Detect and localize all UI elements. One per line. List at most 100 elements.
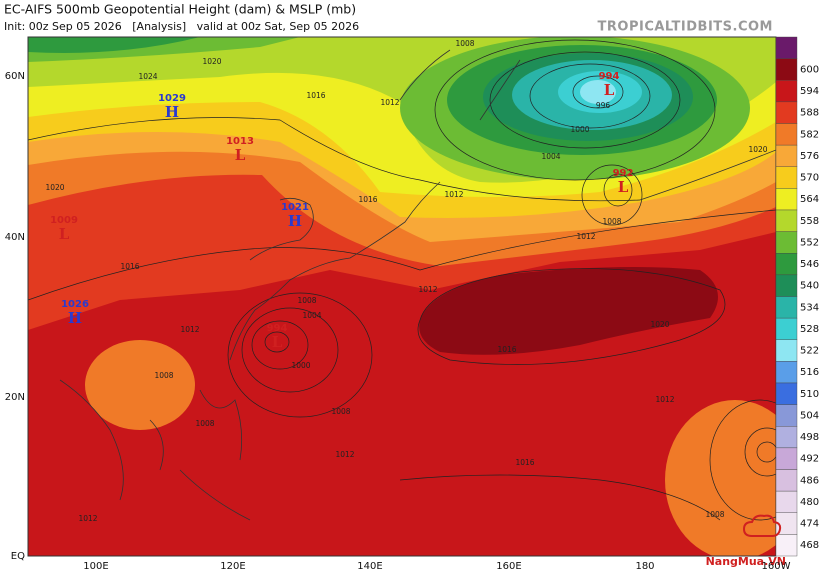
lat-label: EQ [11,551,25,562]
watermark: NangMua.VN [706,514,786,568]
isobar-label: 1000 [291,361,310,370]
colorbar-label: 540 [800,281,819,292]
isobar-label: 1008 [602,217,621,226]
colorbar-label: 546 [800,259,819,270]
isobar-label: 1012 [444,190,463,199]
isobar-label: 1016 [120,262,139,271]
colorbar-cell [775,317,798,340]
colorbar-label: 504 [800,410,819,421]
colorbar-label: 468 [800,540,819,551]
title: EC-AIFS 500mb Geopotential Height (dam) … [4,2,356,17]
isobar-label: 1000 [570,125,589,134]
subtitle: Init: 00z Sep 05 2026 [Analysis] valid a… [4,20,359,33]
coastlines [59,49,776,521]
colorbar-label: 552 [800,237,819,248]
colorbar-cell [775,382,798,405]
colorbar-cell [775,274,798,297]
colorbar-label: 534 [800,302,819,313]
colorbar-cell [775,166,798,189]
colorbar-cell [775,80,798,103]
colorbar-cell [775,361,798,384]
height-fill [85,340,195,430]
lat-label: 40N [5,232,25,243]
colorbar-label: 486 [800,475,819,486]
pressure-letter: L [604,81,615,99]
pressure-letter: H [288,212,302,230]
colorbar-cell [775,209,798,232]
colorbar-cell [775,253,798,276]
watermark-text: NangMua.VN [706,555,786,568]
pressure-value: 1013 [226,136,254,147]
isobar-label: 1012 [655,395,674,404]
lon-label: 140E [357,561,382,572]
isobar-label: 1016 [358,195,377,204]
isobar-label: 1020 [45,183,64,192]
colorbar-cell [775,339,798,362]
colorbar-label: 564 [800,194,819,205]
isobar-label: 1012 [78,514,97,523]
height-fill [580,80,616,104]
colorbar-label: 474 [800,519,819,530]
lon-label: 160E [496,561,521,572]
colorbar-label: 498 [800,432,819,443]
isobar-label: 1024 [138,72,157,81]
colorbar-cell [775,426,798,449]
isobar-label: 1008 [195,419,214,428]
isobar-label: 1020 [748,145,767,154]
height-fill [419,266,718,355]
isobar-label: 1008 [154,371,173,380]
lat-label: 20N [5,392,25,403]
isobar-label: 1016 [306,91,325,100]
isobar-label: 1012 [576,232,595,241]
isobar-label: 1012 [380,98,399,107]
pressure-letter: H [68,309,82,327]
colorbar-label: 522 [800,346,819,357]
isobar-label: 1020 [650,320,669,329]
isobar-label: 1008 [705,510,724,519]
colorbar-cell [775,469,798,492]
colorbar-cell [775,447,798,470]
pressure-letter: L [272,333,283,351]
colorbar-label: 576 [800,151,819,162]
pressure-value: 1021 [281,202,309,213]
colorbar-cell [775,36,798,59]
isobar-label: 1008 [297,296,316,305]
colorbar-label: 510 [800,389,819,400]
isobar-label: 1008 [331,407,350,416]
colorbar-cell [775,123,798,146]
isobars [28,39,776,521]
colorbar-label: 570 [800,173,819,184]
colorbar: 600 594 588 582 576 570 564 558 552 546 540 534 528 5… [775,36,819,557]
isobar-label: 996 [596,101,611,110]
colorbar-cell [775,296,798,319]
colorbar-label: 492 [800,454,819,465]
colorbar-cell [775,58,798,81]
colorbar-cell [775,188,798,211]
height-fill [28,37,200,53]
pressure-value: 1009 [50,215,78,226]
colorbar-label: 480 [800,497,819,508]
colorbar-label: 516 [800,367,819,378]
pressure-value: 1029 [158,93,186,104]
isobar-label: 1016 [497,345,516,354]
isobar-label: 1016 [515,458,534,467]
pressure-value: 992 [613,168,634,179]
pressure-value: 1026 [61,299,89,310]
isobar-label: 1012 [335,450,354,459]
colorbar-cell [775,404,798,427]
colorbar-cell [775,101,798,124]
lon-label: 100E [83,561,108,572]
lat-label: 60N [5,71,25,82]
isobar-label: 1008 [455,39,474,48]
isobar-label: 1004 [302,311,321,320]
pressure-value: 994 [267,323,288,334]
isobar-label: 1012 [418,285,437,294]
pressure-letter: L [59,225,70,243]
colorbar-label: 528 [800,324,819,335]
pressure-letter: H [165,103,179,121]
pressure-letter: L [618,178,629,196]
colorbar-cell [775,490,798,513]
colorbar-label: 600 [800,64,819,75]
